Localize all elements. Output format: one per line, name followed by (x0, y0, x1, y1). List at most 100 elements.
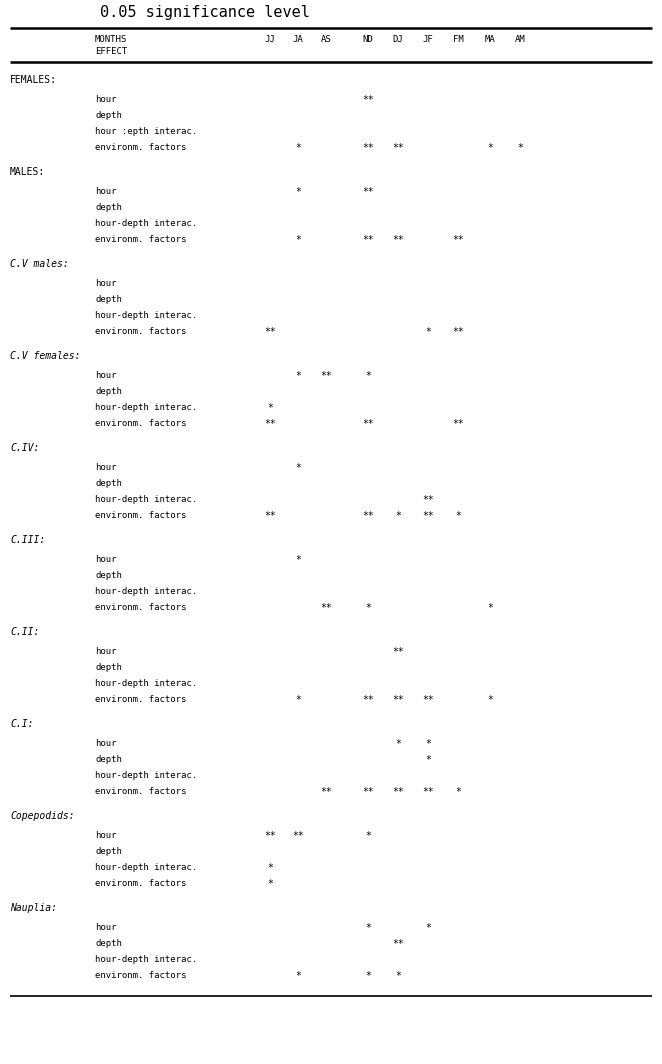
Text: *: * (365, 603, 371, 613)
Text: **: ** (320, 603, 332, 613)
Text: hour-depth interac.: hour-depth interac. (95, 955, 197, 964)
Text: *: * (487, 695, 493, 705)
Text: hour-depth interac.: hour-depth interac. (95, 496, 197, 504)
Text: C.III:: C.III: (10, 535, 45, 545)
Text: **: ** (392, 143, 404, 153)
Text: Copepodids:: Copepodids: (10, 811, 75, 821)
Text: environm. factors: environm. factors (95, 328, 187, 336)
Text: *: * (425, 922, 431, 933)
Text: ND: ND (363, 35, 373, 45)
Text: **: ** (264, 419, 276, 429)
Text: **: ** (452, 235, 464, 245)
Text: *: * (267, 879, 273, 890)
Text: **: ** (392, 235, 404, 245)
Text: *: * (425, 755, 431, 765)
Text: **: ** (392, 787, 404, 797)
Text: FEMALES:: FEMALES: (10, 74, 57, 85)
Text: **: ** (452, 327, 464, 337)
Text: **: ** (392, 940, 404, 949)
Text: Nauplia:: Nauplia: (10, 903, 57, 913)
Text: environm. factors: environm. factors (95, 603, 187, 613)
Text: **: ** (320, 787, 332, 797)
Text: JJ: JJ (265, 35, 275, 45)
Text: hour-depth interac.: hour-depth interac. (95, 680, 197, 688)
Text: *: * (395, 971, 401, 981)
Text: AS: AS (320, 35, 332, 45)
Text: *: * (365, 922, 371, 933)
Text: FM: FM (453, 35, 463, 45)
Text: hour-depth interac.: hour-depth interac. (95, 587, 197, 597)
Text: EFFECT: EFFECT (95, 48, 127, 56)
Text: **: ** (362, 95, 374, 105)
Text: hour: hour (95, 924, 117, 932)
Text: **: ** (452, 419, 464, 429)
Text: **: ** (362, 695, 374, 705)
Text: hour-depth interac.: hour-depth interac. (95, 771, 197, 781)
Text: **: ** (422, 495, 434, 505)
Text: AM: AM (514, 35, 526, 45)
Text: hour: hour (95, 464, 117, 472)
Text: environm. factors: environm. factors (95, 696, 187, 704)
Text: C.V males:: C.V males: (10, 259, 69, 269)
Text: depth: depth (95, 296, 122, 304)
Text: **: ** (362, 143, 374, 153)
Text: environm. factors: environm. factors (95, 512, 187, 520)
Text: **: ** (264, 327, 276, 337)
Text: *: * (455, 787, 461, 797)
Text: C.V females:: C.V females: (10, 351, 81, 361)
Text: *: * (487, 143, 493, 153)
Text: JF: JF (422, 35, 434, 45)
Text: **: ** (422, 511, 434, 521)
Text: hour: hour (95, 648, 117, 656)
Text: *: * (425, 327, 431, 337)
Text: C.I:: C.I: (10, 719, 34, 729)
Text: hour :epth interac.: hour :epth interac. (95, 128, 197, 136)
Text: *: * (295, 371, 301, 381)
Text: **: ** (392, 695, 404, 705)
Text: DJ: DJ (393, 35, 403, 45)
Text: MONTHS: MONTHS (95, 35, 127, 45)
Text: **: ** (362, 511, 374, 521)
Text: hour: hour (95, 831, 117, 841)
Text: *: * (487, 603, 493, 613)
Text: hour: hour (95, 555, 117, 565)
Text: depth: depth (95, 387, 122, 397)
Text: hour: hour (95, 187, 117, 197)
Text: *: * (295, 235, 301, 245)
Text: depth: depth (95, 664, 122, 672)
Text: **: ** (362, 187, 374, 197)
Text: MALES:: MALES: (10, 167, 45, 177)
Text: **: ** (422, 787, 434, 797)
Text: **: ** (264, 511, 276, 521)
Text: depth: depth (95, 940, 122, 948)
Text: C.IV:: C.IV: (10, 443, 39, 453)
Text: hour: hour (95, 96, 117, 104)
Text: *: * (295, 695, 301, 705)
Text: **: ** (362, 235, 374, 245)
Text: **: ** (292, 831, 304, 841)
Text: *: * (517, 143, 523, 153)
Text: environm. factors: environm. factors (95, 971, 187, 981)
Text: *: * (295, 463, 301, 473)
Text: *: * (395, 511, 401, 521)
Text: environm. factors: environm. factors (95, 235, 187, 245)
Text: *: * (425, 739, 431, 749)
Text: depth: depth (95, 112, 122, 120)
Text: *: * (365, 971, 371, 981)
Text: depth: depth (95, 203, 122, 213)
Text: *: * (295, 143, 301, 153)
Text: MA: MA (485, 35, 495, 45)
Text: hour-depth interac.: hour-depth interac. (95, 312, 197, 320)
Text: **: ** (362, 419, 374, 429)
Text: environm. factors: environm. factors (95, 880, 187, 888)
Text: environm. factors: environm. factors (95, 144, 187, 152)
Text: depth: depth (95, 571, 122, 581)
Text: 0.05 significance level: 0.05 significance level (100, 4, 310, 19)
Text: hour: hour (95, 739, 117, 748)
Text: *: * (267, 863, 273, 872)
Text: *: * (365, 371, 371, 381)
Text: hour: hour (95, 371, 117, 381)
Text: *: * (295, 555, 301, 565)
Text: hour-depth interac.: hour-depth interac. (95, 864, 197, 872)
Text: **: ** (392, 647, 404, 656)
